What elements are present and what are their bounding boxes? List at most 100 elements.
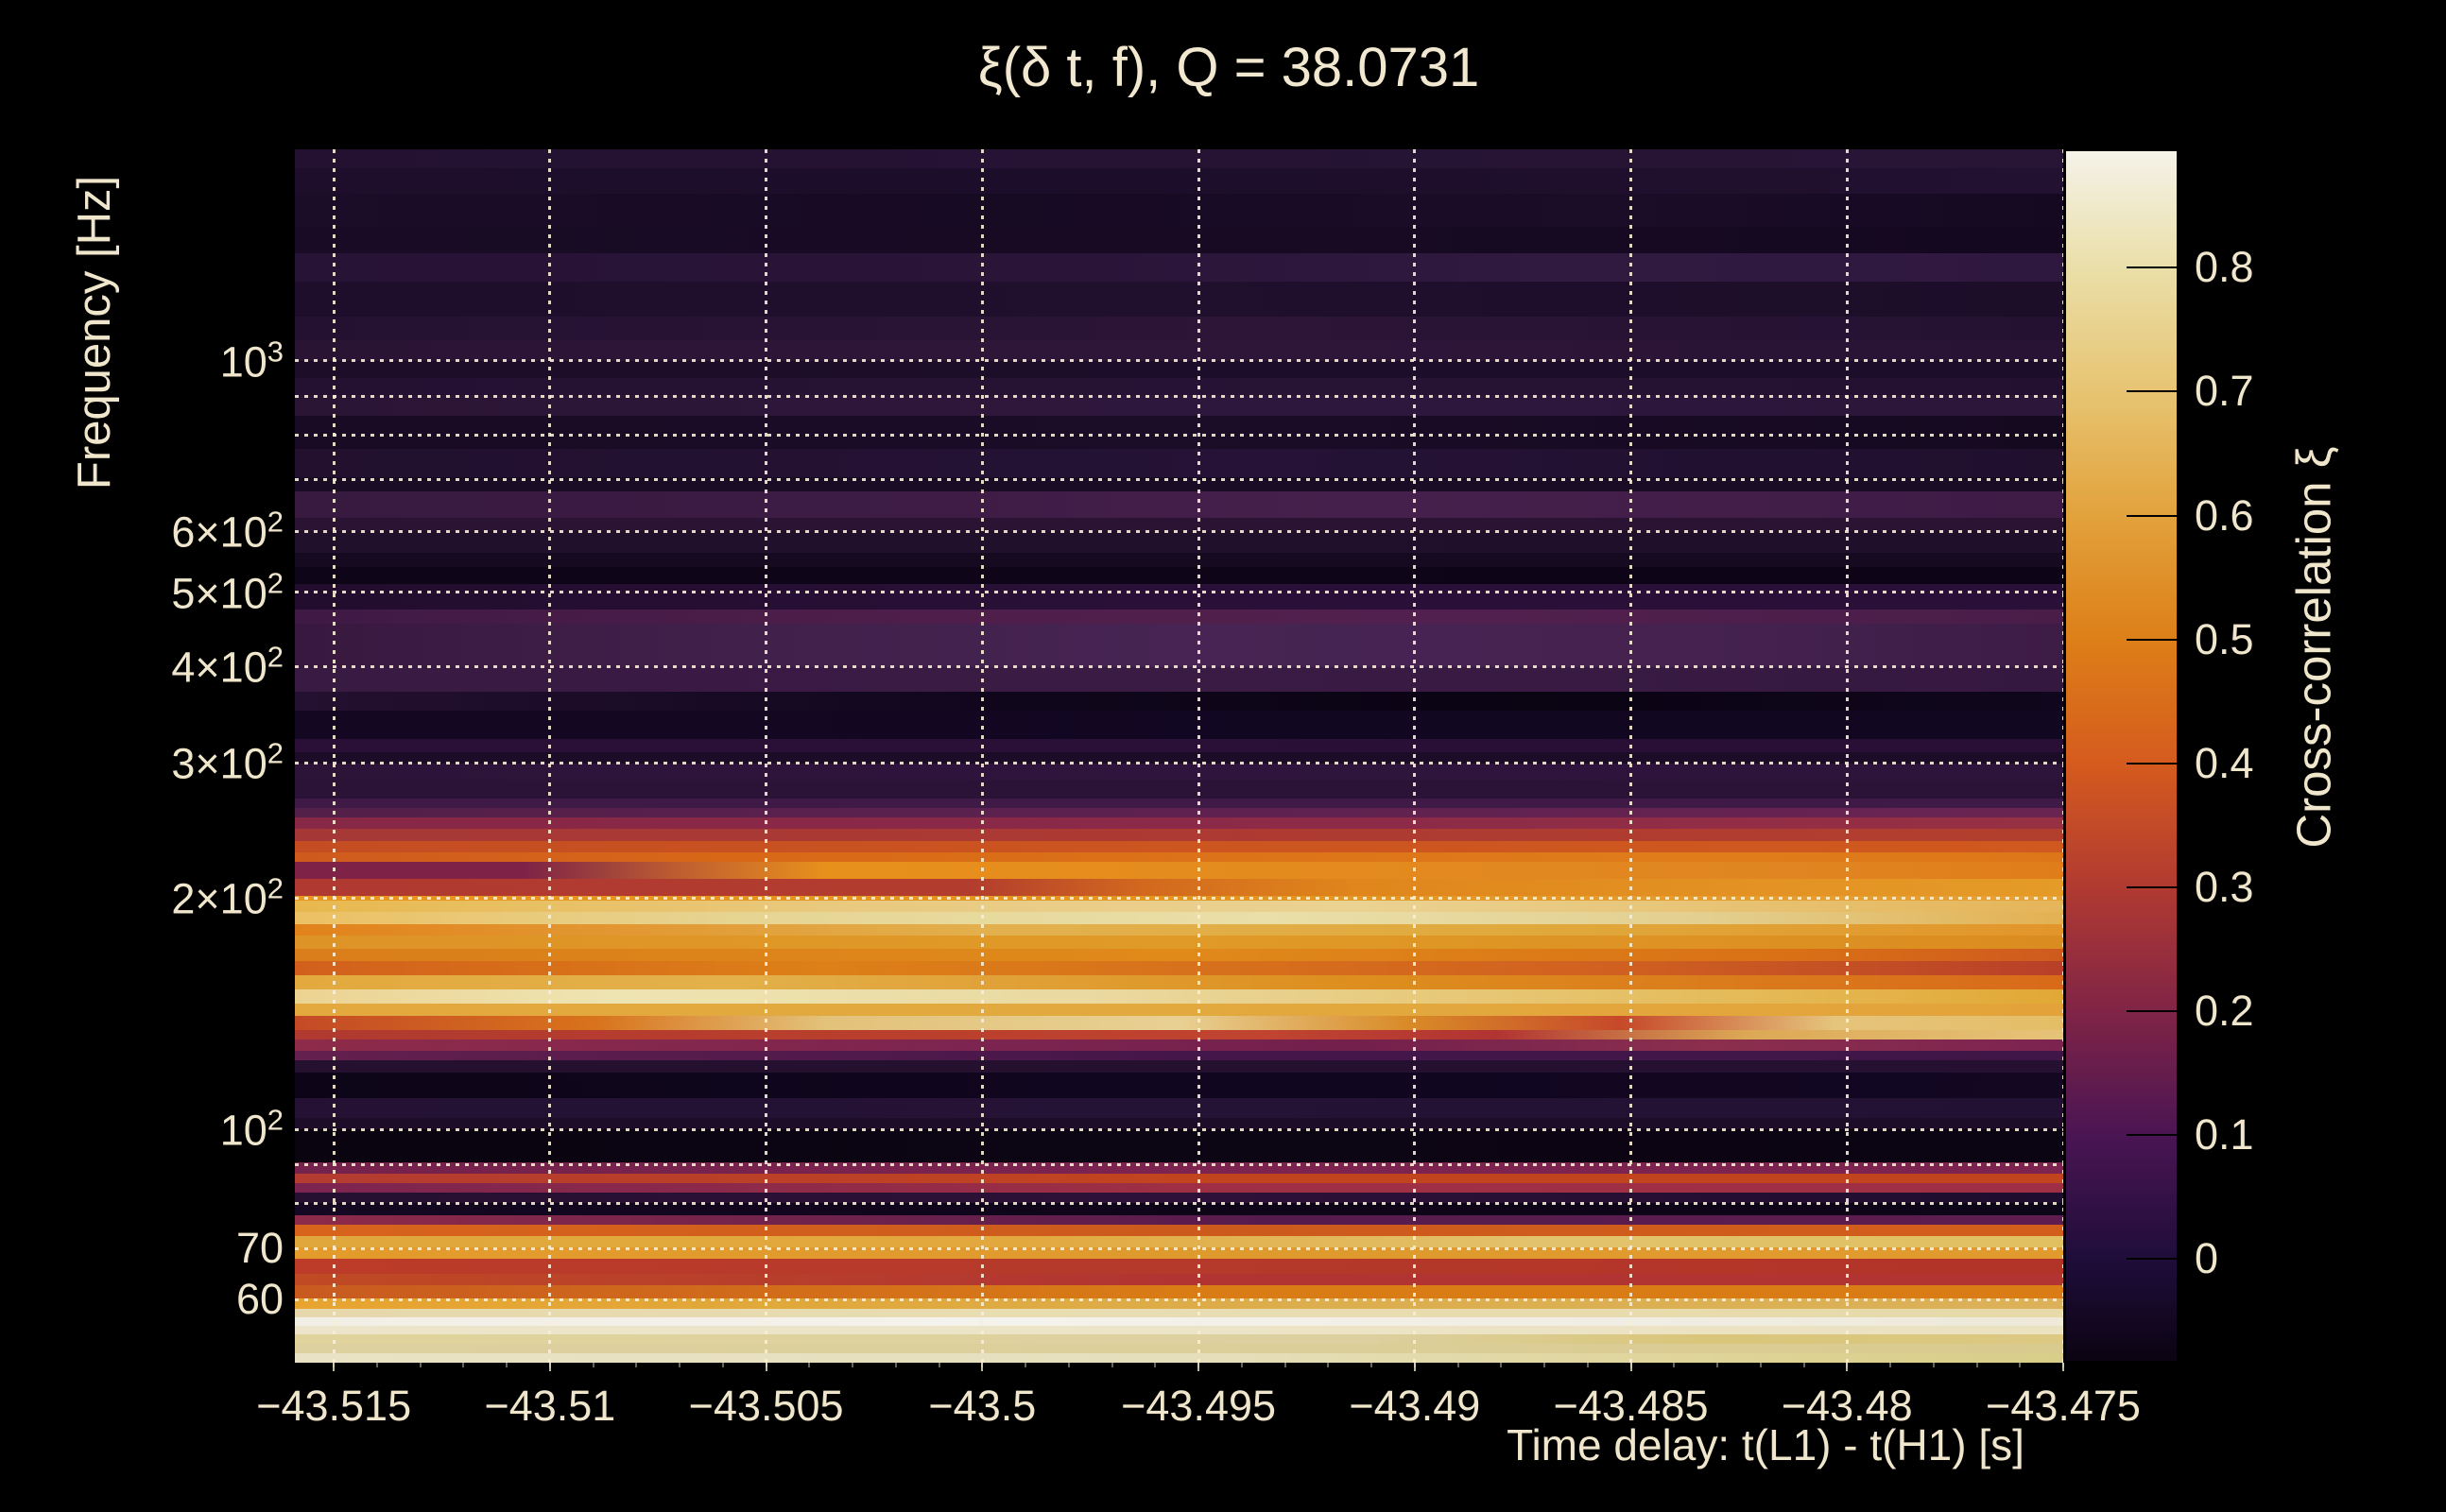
x-minor-tick [1932, 1363, 1935, 1367]
heatmap-band [295, 1236, 2063, 1247]
h-gridline [295, 896, 2063, 900]
x-minor-tick [635, 1363, 638, 1367]
x-tick-label: −43.5 [928, 1382, 1037, 1430]
heatmap-band [295, 862, 2063, 879]
x-tick-label: −43.495 [1121, 1382, 1277, 1430]
heatmap-band [295, 912, 2063, 924]
x-minor-tick [1025, 1363, 1027, 1367]
y-tick-label: 3×102 [171, 736, 284, 788]
y-tick-label: 103 [219, 335, 284, 387]
x-minor-tick [721, 1363, 724, 1367]
heatmap-band [295, 1193, 2063, 1203]
heatmap-band [295, 567, 2063, 584]
h-gridline [295, 1246, 2063, 1250]
h-gridline [295, 1297, 2063, 1301]
v-gridline [1197, 149, 1200, 1363]
v-gridline [548, 149, 552, 1363]
heatmap-band [295, 808, 2063, 817]
heatmap-band [295, 799, 2063, 808]
h-gridline [295, 664, 2063, 668]
colorbar-tick [2127, 1134, 2185, 1137]
heatmap-band [295, 518, 2063, 531]
y-tick-label: 102 [219, 1103, 284, 1155]
x-minor-tick [1327, 1363, 1330, 1367]
x-minor-tick [1413, 1363, 1416, 1367]
heatmap-band [295, 584, 2063, 610]
heatmap-band [295, 780, 2063, 799]
colorbar-tick-label: 0.4 [2195, 738, 2254, 787]
heatmap-band [295, 1060, 2063, 1073]
x-major-tick [1413, 1363, 1416, 1371]
colorbar-gradient [2066, 151, 2177, 1361]
x-minor-tick [1370, 1363, 1373, 1367]
heatmap-band [295, 1215, 2063, 1225]
heatmap-band [295, 395, 2063, 416]
heatmap-band [295, 961, 2063, 975]
heatmap-band [295, 989, 2063, 1004]
heatmap-plot-area [295, 149, 2063, 1363]
heatmap-band [295, 1203, 2063, 1215]
heatmap-band [295, 1129, 2063, 1162]
heatmap-band [295, 317, 2063, 340]
colorbar-tick [2127, 1258, 2185, 1261]
heatmap-band [295, 829, 2063, 841]
colorbar-tick-label: 0.8 [2195, 243, 2254, 292]
heatmap-band [295, 1225, 2063, 1236]
x-minor-tick [1716, 1363, 1719, 1367]
heatmap-band [295, 1298, 2063, 1309]
colorbar [2066, 151, 2185, 1361]
y-tick-label: 2×102 [171, 871, 284, 923]
x-minor-tick [1543, 1363, 1546, 1367]
chart-title: ξ(δ t, f), Q = 38.0731 [977, 37, 1480, 98]
heatmap-band [295, 924, 2063, 936]
x-minor-tick [462, 1363, 465, 1367]
x-minor-tick [1629, 1363, 1632, 1367]
heatmap-band [295, 1174, 2063, 1183]
heatmap-band [295, 610, 2063, 624]
heatmap-band [295, 227, 2063, 253]
x-axis-label: Time delay: t(L1) - t(H1) [s] [1507, 1420, 2024, 1469]
heatmap-band [295, 1183, 2063, 1193]
h-gridline [295, 1202, 2063, 1206]
x-minor-tick [1673, 1363, 1676, 1367]
x-minor-tick [1802, 1363, 1805, 1367]
heatmap-band [295, 1016, 2063, 1030]
x-minor-tick [808, 1363, 811, 1367]
heatmap-band [295, 692, 2063, 711]
h-gridline [295, 591, 2063, 594]
heatmap-band [295, 852, 2063, 862]
heatmap-band [295, 194, 2063, 227]
heatmap-band [295, 1004, 2063, 1016]
x-minor-tick [981, 1363, 984, 1367]
heatmap-band [295, 1040, 2063, 1051]
y-tick-label: 70 [235, 1224, 284, 1273]
heatmap-band [295, 1353, 2063, 1363]
y-tick-label: 60 [235, 1275, 284, 1324]
heatmap-band [295, 553, 2063, 567]
x-minor-tick [592, 1363, 594, 1367]
x-minor-tick [548, 1363, 551, 1367]
colorbar-tick-label: 0.1 [2195, 1110, 2254, 1160]
heatmap-band [295, 531, 2063, 553]
heatmap-band [295, 1030, 2063, 1040]
x-tick-label: −43.49 [1349, 1382, 1481, 1430]
colorbar-tick-label: 0.6 [2195, 490, 2254, 540]
heatmap-band [295, 449, 2063, 477]
colorbar-tick [2127, 638, 2185, 641]
heatmap-band [295, 1247, 2063, 1259]
x-minor-tick [2062, 1363, 2064, 1367]
heatmap-band [295, 361, 2063, 378]
x-minor-tick [894, 1363, 897, 1367]
x-minor-tick [1197, 1363, 1200, 1367]
x-minor-tick [938, 1363, 940, 1367]
heatmap-band [295, 949, 2063, 961]
heatmap-band [295, 1259, 2063, 1274]
x-minor-tick [1283, 1363, 1286, 1367]
colorbar-tick [2127, 390, 2185, 393]
heatmap-band [295, 624, 2063, 667]
x-tick-label: −43.51 [484, 1382, 616, 1430]
x-major-tick [1846, 1363, 1849, 1371]
x-major-tick [548, 1363, 551, 1371]
x-minor-tick [1111, 1363, 1113, 1367]
heatmap-band [295, 253, 2063, 282]
